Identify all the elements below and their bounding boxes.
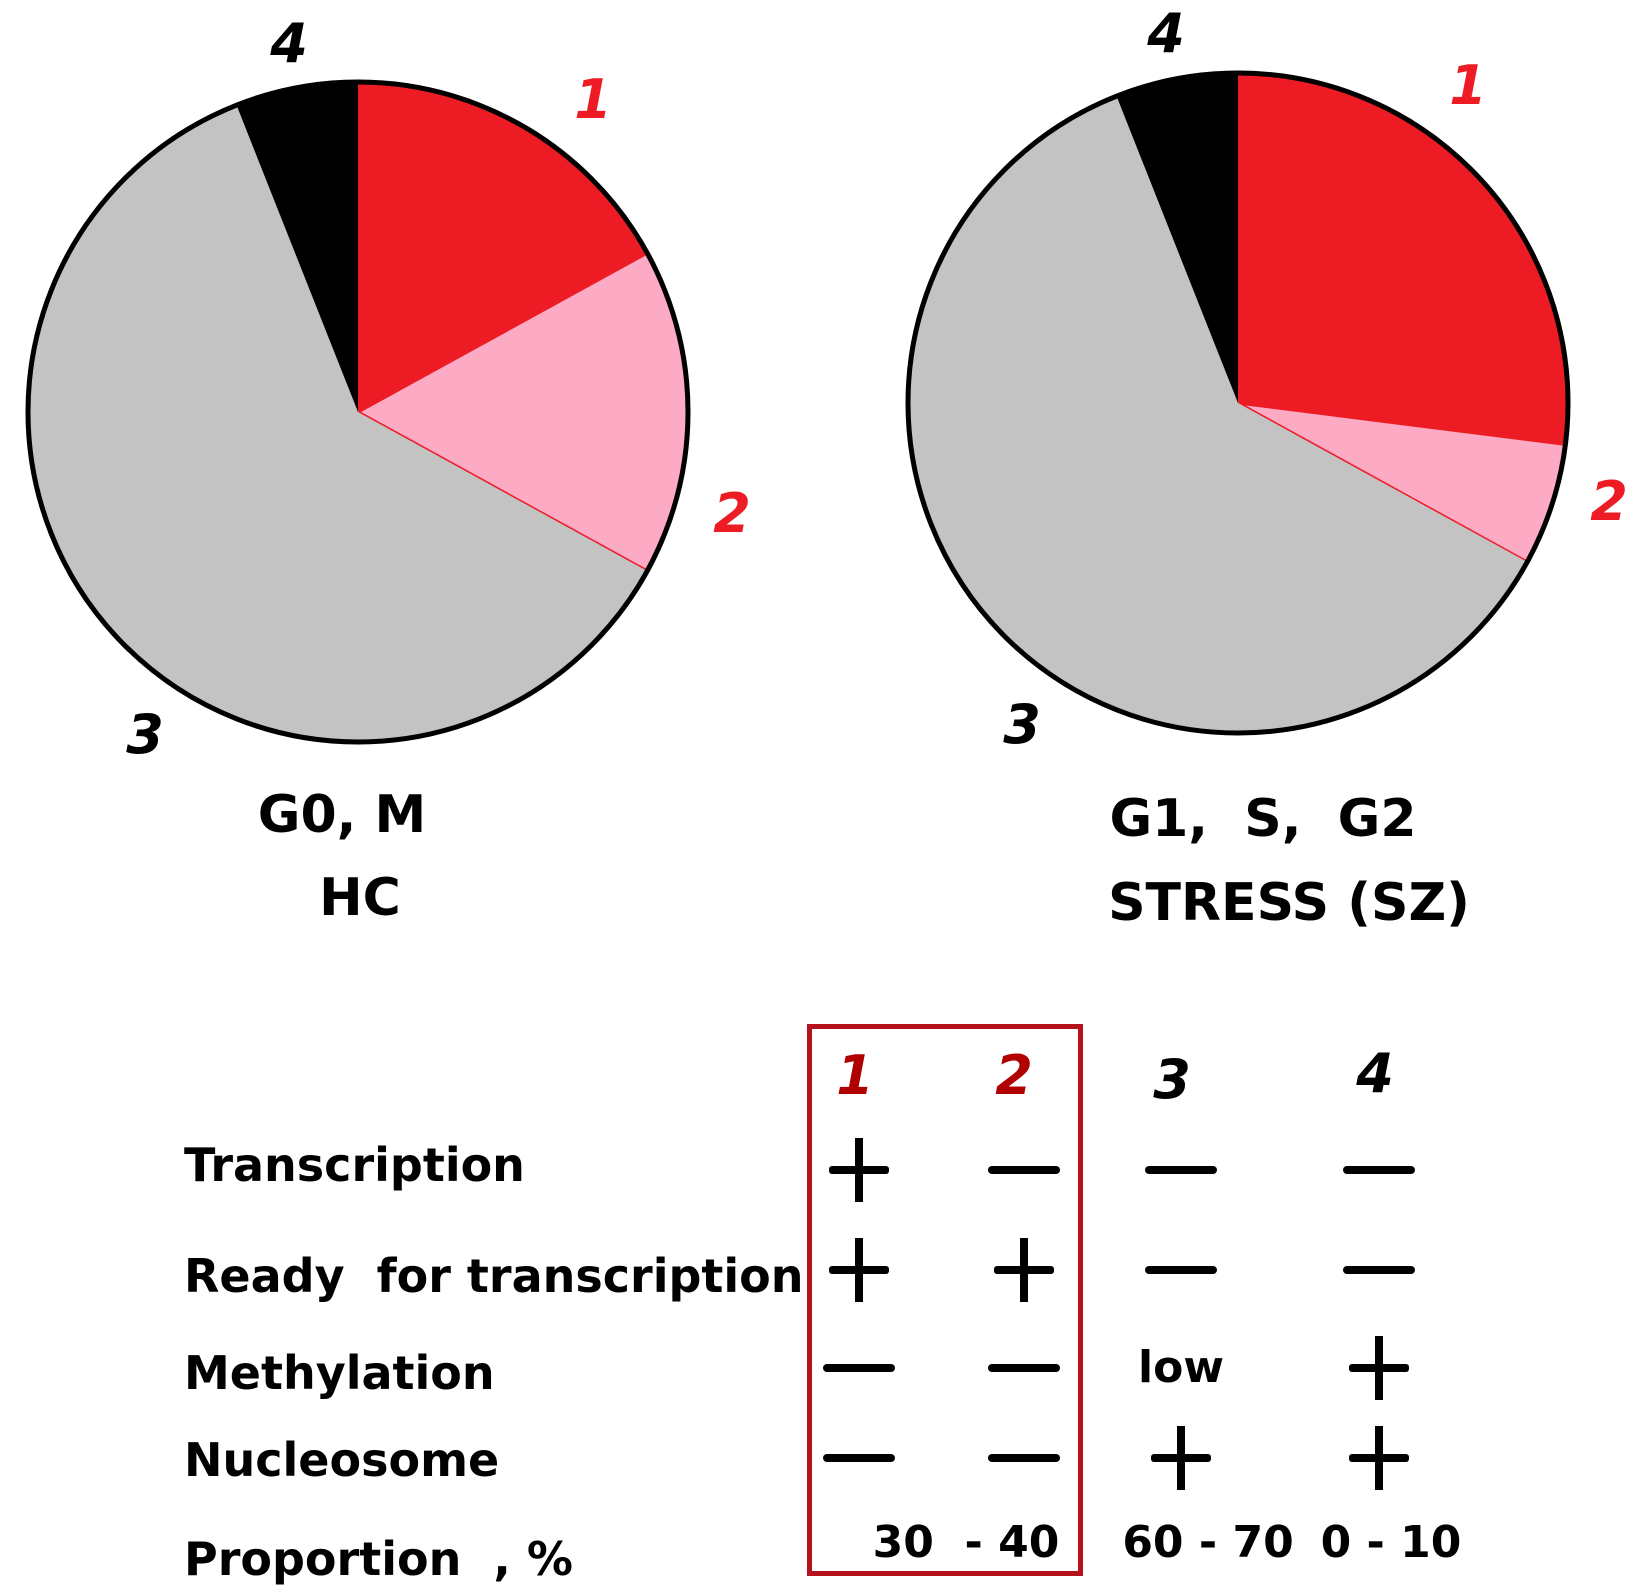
pie-right-outline <box>905 70 1571 736</box>
minus-sign <box>1343 1266 1415 1274</box>
table-cell-text: low <box>1138 1342 1224 1393</box>
row-label-methylation: Methylation <box>184 1346 495 1400</box>
minus-sign <box>823 1364 895 1372</box>
pie-left-label-3: 3 <box>126 703 164 766</box>
pie-left-subtitle: HC <box>319 868 401 928</box>
plus-sign <box>1349 1336 1409 1400</box>
plus-sign <box>994 1238 1054 1302</box>
pie-left-title: G0, M <box>257 785 427 845</box>
minus-sign <box>1145 1266 1217 1274</box>
pie-right-slice-4 <box>1116 73 1238 403</box>
minus-sign <box>988 1166 1060 1174</box>
proportion-value-4: 0 - 10 <box>1320 1517 1462 1568</box>
row-label-proportion: Proportion , % <box>184 1532 573 1586</box>
column-header-4: 4 <box>1356 1042 1394 1105</box>
pie-left-slice-4 <box>236 82 358 412</box>
minus-sign <box>1145 1166 1217 1174</box>
plus-sign <box>1151 1426 1211 1490</box>
pie-right-slice-1 <box>1238 73 1568 445</box>
pie-right-title: G1, S, G2 <box>1109 789 1417 849</box>
pie-charts <box>25 70 1571 745</box>
pie-right-label-2: 2 <box>1590 470 1628 533</box>
minus-sign <box>1343 1166 1415 1174</box>
pie-left-label-2: 2 <box>713 482 751 545</box>
column-header-3: 3 <box>1153 1048 1191 1111</box>
row-label-ready: Ready for transcription <box>184 1249 804 1303</box>
highlight-box-columns-1-2 <box>807 1024 1083 1576</box>
proportion-value-3: 60 - 70 <box>1122 1517 1294 1568</box>
column-header-1: 1 <box>836 1044 874 1107</box>
pie-right-subtitle: STRESS (SZ) <box>1108 873 1470 933</box>
minus-sign <box>823 1454 895 1462</box>
proportion-value-1-2: 30 - 40 <box>872 1517 1060 1568</box>
pie-right-label-1: 1 <box>1449 54 1487 117</box>
minus-sign <box>988 1364 1060 1372</box>
column-header-2: 2 <box>995 1044 1033 1107</box>
row-label-transcription: Transcription <box>184 1138 525 1192</box>
plus-sign <box>829 1138 889 1202</box>
pie-left-slice-3 <box>27 105 648 743</box>
minus-sign <box>988 1454 1060 1462</box>
pie-right-slice-3 <box>907 96 1528 734</box>
pie-right-label-4: 4 <box>1147 2 1185 65</box>
plus-sign <box>1349 1426 1409 1490</box>
pie-right-label-3: 3 <box>1003 693 1041 756</box>
plus-sign <box>829 1238 889 1302</box>
pie-left-label-1: 1 <box>574 68 612 131</box>
row-label-nucleosome: Nucleosome <box>184 1433 500 1487</box>
pie-left-label-4: 4 <box>270 12 308 75</box>
pie-left-outline <box>25 79 691 745</box>
